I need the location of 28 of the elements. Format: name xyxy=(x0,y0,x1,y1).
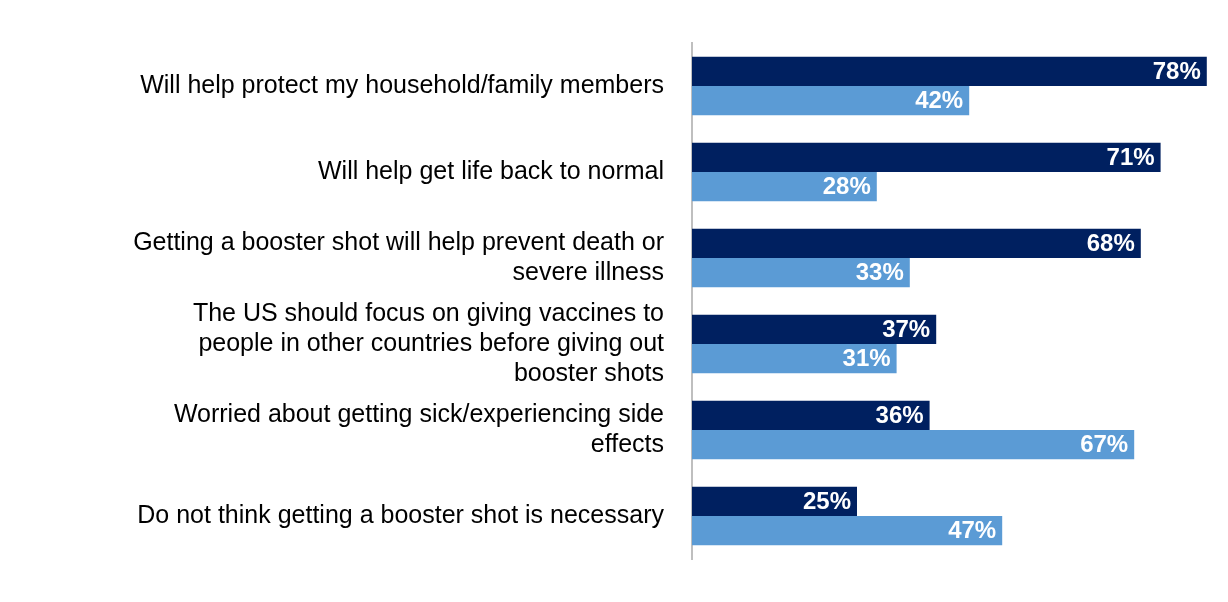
data-label: 28% xyxy=(822,172,871,200)
data-label: 68% xyxy=(1086,229,1135,257)
y-tick-label: The US should focus on giving vaccines to people in other countries before giving out booster shots xyxy=(192,297,665,386)
y-tick-label: Do not think getting a booster shot is necessary xyxy=(137,499,665,528)
bar xyxy=(692,314,937,344)
bar xyxy=(692,86,970,116)
data-label: 37% xyxy=(882,315,931,343)
y-tick-label: Getting a booster shot will help prevent death or severe illness xyxy=(133,226,664,285)
bar xyxy=(692,344,897,374)
bar xyxy=(692,228,1141,258)
data-label: 36% xyxy=(875,401,924,429)
bar xyxy=(692,258,910,288)
bar xyxy=(692,516,1003,546)
data-label: 71% xyxy=(1106,143,1155,171)
data-label: 47% xyxy=(948,516,997,544)
bar xyxy=(692,430,1135,460)
data-label: 33% xyxy=(855,258,904,286)
data-label: 42% xyxy=(915,86,964,114)
data-label: 31% xyxy=(842,344,891,372)
data-label: 78% xyxy=(1152,57,1201,84)
y-tick-label: Will help get life back to normal xyxy=(318,155,664,184)
bar xyxy=(692,142,1161,172)
y-tick-label: Worried about getting sick/experiencing side effects xyxy=(173,398,664,457)
data-label: 67% xyxy=(1080,430,1129,458)
bar xyxy=(692,400,930,430)
y-tick-label: Will help protect my household/family members xyxy=(140,69,664,98)
bar xyxy=(692,56,1207,86)
data-label: 25% xyxy=(802,487,851,515)
